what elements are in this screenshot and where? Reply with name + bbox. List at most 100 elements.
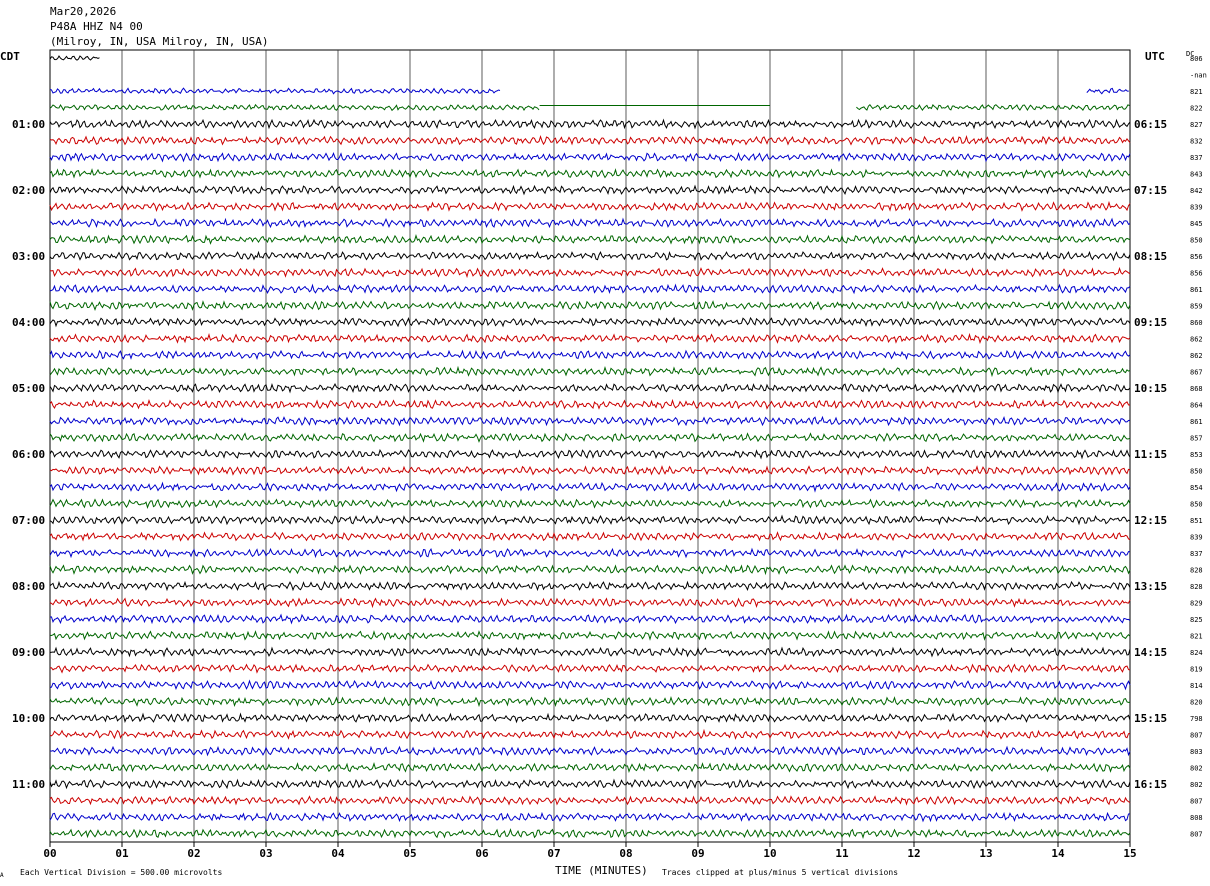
trace-row-34 <box>49 613 1131 625</box>
dc-value: 807 <box>1190 798 1203 806</box>
trace-row-42 <box>49 745 1131 757</box>
x-tick-label: 05 <box>403 847 416 860</box>
right-hour-label: 11:15 <box>1134 448 1167 461</box>
dc-value: 851 <box>1190 517 1203 525</box>
trace-row-14 <box>49 283 1131 295</box>
left-hour-label: 05:00 <box>12 382 45 395</box>
left-hour-label: 09:00 <box>12 646 45 659</box>
right-hour-label: 12:15 <box>1134 514 1167 527</box>
trace-row-44 <box>49 778 1131 790</box>
trace-row-25 <box>49 465 1131 476</box>
dc-value: 821 <box>1190 88 1203 96</box>
trace-row-46 <box>49 811 1131 823</box>
right-hour-label: 14:15 <box>1134 646 1167 659</box>
dc-value: 839 <box>1190 534 1203 542</box>
dc-value: 807 <box>1190 732 1203 740</box>
left-hour-label: 06:00 <box>12 448 45 461</box>
chart-date: Mar20,2026 <box>50 5 117 18</box>
trace-row-45 <box>49 795 1131 806</box>
trace-row-37 <box>49 663 1131 674</box>
trace-row-29 <box>49 531 1131 542</box>
dc-value: 822 <box>1190 105 1203 113</box>
trace-row-16 <box>49 316 1131 328</box>
trace-row-2 <box>49 87 501 95</box>
dc-value: 850 <box>1190 501 1203 509</box>
trace-row-0 <box>49 55 100 61</box>
left-hour-label: 03:00 <box>12 250 45 263</box>
trace-row-5 <box>49 134 1131 146</box>
dc-value: 828 <box>1190 583 1203 591</box>
dc-value: 802 <box>1190 781 1203 789</box>
trace-row-3-resume <box>856 103 1130 111</box>
dc-value: 820 <box>1190 699 1203 707</box>
dc-value: 864 <box>1190 402 1203 410</box>
plot-frame <box>49 49 1131 843</box>
trace-row-43 <box>49 762 1131 773</box>
trace-row-18 <box>49 349 1131 361</box>
x-tick-label: 00 <box>43 847 56 860</box>
dc-value: 814 <box>1190 682 1203 690</box>
x-tick-label: 07 <box>547 847 560 860</box>
dc-value: 845 <box>1190 220 1203 228</box>
dc-value: 842 <box>1190 187 1203 195</box>
clip-note: Traces clipped at plus/minus 5 vertical … <box>662 868 899 877</box>
trace-row-39 <box>49 695 1131 708</box>
dc-value: 821 <box>1190 633 1203 641</box>
right-hour-label: 10:15 <box>1134 382 1167 395</box>
trace-row-22 <box>49 415 1131 427</box>
dc-header-label: DC <box>1186 50 1195 58</box>
trace-row-4 <box>49 118 1131 130</box>
right-hour-label: 09:15 <box>1134 316 1167 329</box>
left-hour-label: 02:00 <box>12 184 45 197</box>
trace-row-31 <box>49 564 1131 576</box>
right-hour-label: 16:15 <box>1134 778 1167 791</box>
dc-value: 856 <box>1190 270 1203 278</box>
corner-mark: A <box>0 872 4 879</box>
trace-row-47 <box>49 828 1131 839</box>
right-hour-label: 07:15 <box>1134 184 1167 197</box>
station-location: (Milroy, IN, USA Milroy, IN, USA) <box>50 35 269 48</box>
dc-value: 867 <box>1190 369 1203 377</box>
trace-row-10 <box>49 217 1131 229</box>
dc-value: 861 <box>1190 286 1203 294</box>
trace-row-13 <box>49 266 1131 279</box>
dc-value: 808 <box>1190 814 1203 822</box>
right-hour-label: 06:15 <box>1134 118 1167 131</box>
dc-value: 862 <box>1190 352 1203 360</box>
dc-value: 839 <box>1190 204 1203 212</box>
trace-row-9 <box>49 200 1131 213</box>
trace-row-7 <box>49 168 1131 179</box>
trace-row-32 <box>49 580 1131 592</box>
right-timezone-label: UTC <box>1145 50 1165 63</box>
left-hour-label: 04:00 <box>12 316 45 329</box>
trace-row-19 <box>49 365 1131 378</box>
x-tick-label: 08 <box>619 847 632 860</box>
left-hour-label: 01:00 <box>12 118 45 131</box>
x-tick-label: 11 <box>835 847 849 860</box>
dc-value: 807 <box>1190 831 1203 839</box>
trace-row-12 <box>49 250 1131 262</box>
dc-value: 825 <box>1190 616 1203 624</box>
dc-value: 828 <box>1190 567 1203 575</box>
trace-row-28 <box>49 514 1131 526</box>
trace-row-21 <box>49 398 1131 410</box>
trace-row-2-resume <box>1086 87 1129 95</box>
dc-value: 837 <box>1190 154 1203 162</box>
x-tick-label: 01 <box>115 847 129 860</box>
dc-value: 854 <box>1190 484 1203 492</box>
dc-value: 803 <box>1190 748 1203 756</box>
trace-row-20 <box>49 382 1131 394</box>
dc-value: 861 <box>1190 418 1203 426</box>
x-tick-label: 06 <box>475 847 489 860</box>
left-hour-label: 11:00 <box>12 778 45 791</box>
x-tick-label: 13 <box>979 847 992 860</box>
trace-row-26 <box>49 481 1131 493</box>
x-tick-label: 14 <box>1051 847 1065 860</box>
trace-row-41 <box>49 728 1131 740</box>
trace-row-23 <box>49 432 1131 443</box>
dc-value: 829 <box>1190 600 1203 608</box>
dc-value: 860 <box>1190 319 1203 327</box>
left-hour-label: 10:00 <box>12 712 45 725</box>
x-tick-label: 10 <box>763 847 776 860</box>
